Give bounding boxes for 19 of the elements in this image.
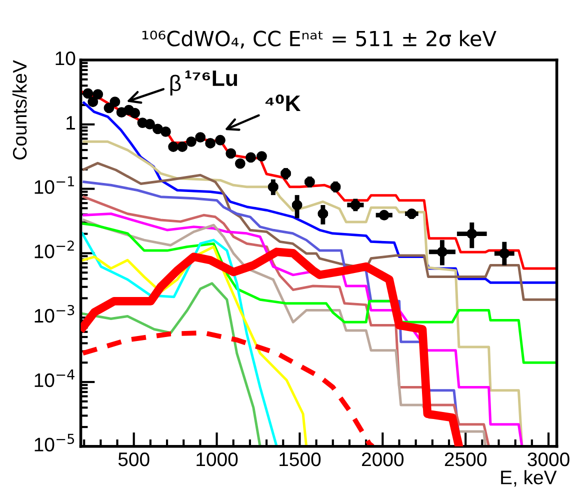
x-tick-label: 3000 [528,452,570,466]
y-tick-label: 1 [66,116,75,130]
annotation: ⁴⁰K [265,94,301,111]
y-axis-title: Counts/keV [12,60,27,160]
annotation: ¹⁷⁶Lu [185,70,238,86]
x-tick-label: 2500 [444,452,486,466]
y-tick-label: 10$^{−2}$ [34,240,74,258]
annotation: β [170,74,181,96]
x-axis-title: E, keV [501,470,557,487]
chart-title: ¹⁰⁶CdWO₄, CC Eⁿᵃᵗ = 511 ± 2σ keV [142,30,496,49]
y-tick-label: 10$^{−5}$ [34,434,74,452]
y-tick-label: 10 [56,51,76,66]
x-tick-label: 1000 [196,452,238,466]
x-tick-label: 500 [118,452,150,466]
x-tick-label: 2000 [362,452,404,466]
y-tick-label: 10$^{−3}$ [34,304,74,323]
y-tick-label: 10$^{−1}$ [34,176,74,194]
x-tick-label: 1500 [280,452,321,466]
y-tick-label: 10$^{−4}$ [34,370,74,388]
